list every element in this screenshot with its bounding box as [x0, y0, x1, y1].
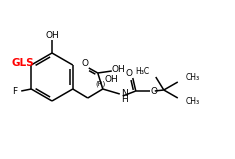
Text: H₃C: H₃C [136, 68, 150, 76]
Text: O: O [150, 86, 157, 96]
Text: OH: OH [112, 66, 126, 75]
Text: CH₃: CH₃ [186, 73, 200, 83]
Text: CH₃: CH₃ [186, 97, 200, 107]
Text: (R): (R) [96, 81, 106, 87]
Text: O: O [81, 59, 88, 69]
Text: OH: OH [105, 75, 119, 83]
Text: H: H [121, 94, 128, 104]
Text: N: N [121, 89, 128, 97]
Text: GLS: GLS [12, 58, 35, 68]
Text: F: F [12, 87, 17, 97]
Text: O: O [125, 69, 132, 77]
Text: OH: OH [45, 31, 59, 39]
